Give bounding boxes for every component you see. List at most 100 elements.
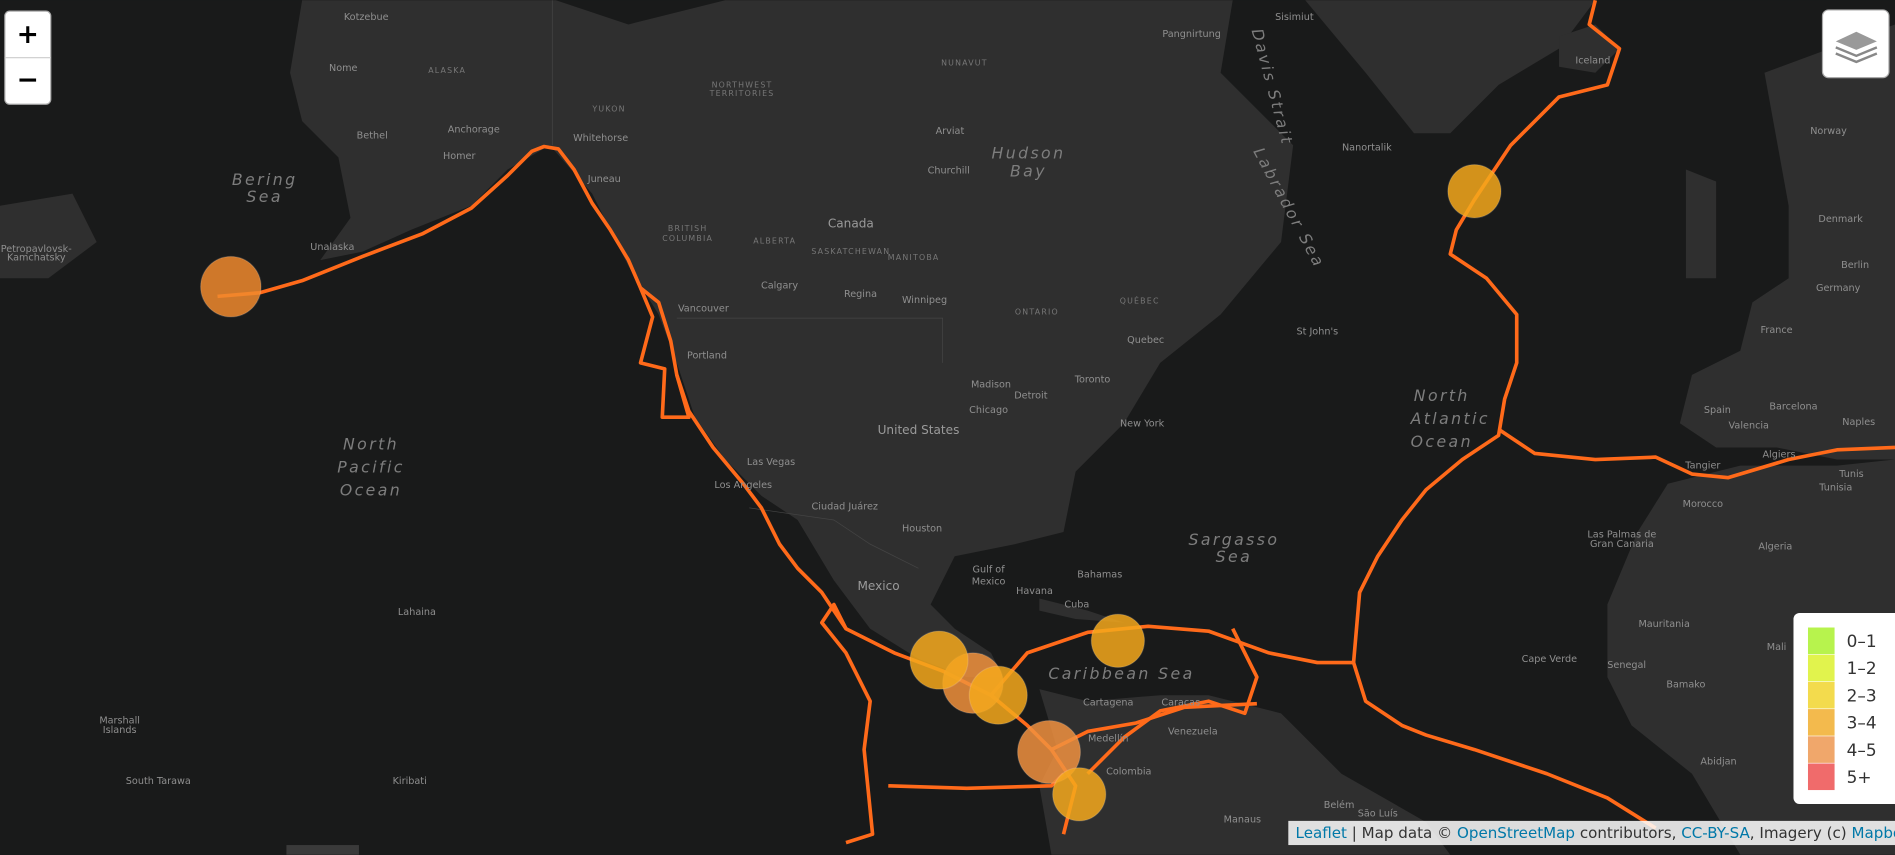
map-label: Sea [246, 187, 283, 206]
plate-boundary [1086, 627, 1259, 776]
map-label: NUNAVUT [941, 59, 988, 68]
map-label: Cape Verde [1522, 654, 1578, 665]
map-label: Caribbean Sea [1048, 664, 1194, 683]
zoom-out[interactable]: − [17, 65, 39, 96]
map-label: Sargasso [1188, 530, 1279, 549]
map-label: São Luís [1358, 808, 1398, 820]
attribution-link[interactable]: CC-BY-SA [1681, 823, 1750, 841]
map-label: ALBERTA [753, 236, 796, 245]
map-label: Toronto [1074, 375, 1111, 386]
map-label: United States [878, 423, 960, 437]
map-label: New York [1120, 418, 1165, 429]
plate-boundary [638, 287, 691, 420]
map-label: Tunis [1838, 469, 1863, 480]
legend-swatch [1807, 736, 1835, 763]
map-label: Vancouver [678, 303, 729, 314]
earthquake[interactable] [1447, 164, 1502, 219]
map-label: Regina [844, 289, 877, 300]
map-label: Los Angeles [714, 480, 772, 491]
map-label: Valencia [1729, 421, 1770, 432]
map-label: Islands [103, 725, 137, 736]
attribution-box [1288, 820, 1895, 846]
map-label: Juneau [587, 174, 621, 185]
map-label: Pangnirtung [1162, 29, 1220, 40]
map-label: Mauritania [1638, 619, 1690, 630]
attribution-text: contributors, [1575, 823, 1681, 841]
map-label: Naples [1842, 417, 1875, 428]
map-label: South Tarawa [126, 776, 191, 787]
map-label: Colombia [1106, 766, 1151, 777]
map-label: Gran Canaria [1590, 539, 1654, 550]
legend-label: 0–1 [1847, 631, 1877, 651]
map-label: Caracas [1161, 697, 1200, 708]
map-label: Canada [828, 216, 874, 230]
map-label: Barcelona [1769, 401, 1817, 412]
map-label: Spain [1704, 405, 1731, 416]
map-label: Havana [1016, 586, 1053, 597]
map-label: Anchorage [448, 125, 500, 136]
map-label: Mexico [858, 579, 900, 593]
legend-swatch [1807, 709, 1835, 736]
layers-control[interactable] [1821, 9, 1890, 79]
map-label: MANITOBA [888, 253, 940, 262]
map-label: Norway [1810, 126, 1847, 137]
legend: 0–1 1–2 2–3 3–4 4–5 5+ [1793, 613, 1895, 804]
attribution-link[interactable]: Leaflet [1296, 823, 1347, 841]
map-label: France [1761, 325, 1793, 336]
map-label: St John's [1296, 326, 1338, 337]
earthquake[interactable] [200, 255, 262, 318]
attribution-text: | Map data © [1347, 823, 1457, 841]
map-label: Whitehorse [573, 133, 628, 144]
earthquakes [200, 164, 1502, 822]
legend-swatch [1807, 681, 1835, 709]
legend-swatch [1807, 654, 1835, 682]
map-label: Belém [1324, 799, 1355, 811]
map-label: Cartagena [1083, 697, 1134, 708]
map-label: Atlantic [1410, 409, 1490, 428]
legend-label: 3–4 [1847, 713, 1877, 733]
legend-label: 4–5 [1847, 740, 1877, 760]
map-label: Kamchatsky [7, 253, 66, 264]
zoom-control: + − [4, 10, 52, 105]
zoom-in[interactable]: + [17, 19, 39, 50]
map-label: Tunisia [1818, 482, 1852, 493]
plate-boundary [1497, 427, 1895, 480]
legend-swatch [1807, 763, 1835, 791]
earthquake[interactable] [1016, 719, 1082, 785]
earthquake[interactable] [968, 665, 1028, 725]
layers-icon [1835, 31, 1877, 50]
legend-label: 2–3 [1847, 685, 1877, 705]
map-label: BRITISH [668, 224, 708, 233]
map-label: SASKATCHEWAN [811, 247, 890, 256]
earthquake[interactable] [909, 630, 969, 690]
map-label: Ocean [340, 480, 402, 499]
map-label: Bay [1010, 161, 1047, 180]
attribution-link[interactable]: OpenStreetMap [1457, 823, 1575, 841]
map-label: Las Vegas [747, 457, 795, 468]
map-label: Madison [971, 380, 1011, 391]
map-label: Tangier [1684, 461, 1720, 472]
map-label: Petropavlovsk- [1, 244, 73, 255]
map-label: Churchill [928, 166, 970, 177]
map-label: Arviat [936, 126, 965, 137]
map-label: Portland [687, 351, 727, 362]
map-labels: BeringSeaNorthPacificOceanHudsonBayCanad… [1, 12, 1875, 825]
map-label: QUÉBEC [1120, 295, 1160, 306]
map-label: North [1414, 386, 1470, 405]
legend-swatch [1807, 627, 1835, 655]
map-label: Calgary [761, 280, 798, 291]
earthquake[interactable] [1090, 613, 1146, 669]
map-label: Mexico [972, 577, 1006, 588]
attribution-link[interactable]: Mapbox [1851, 823, 1895, 841]
map-label: Homer [443, 151, 476, 162]
scrollbar [286, 845, 359, 855]
map-label: Detroit [1014, 390, 1048, 401]
map-label: Houston [902, 523, 942, 534]
map-label: Ocean [1411, 432, 1473, 451]
map-label: Germany [1816, 283, 1861, 294]
legend-label: 5+ [1847, 767, 1872, 787]
map-label: Kotzebue [344, 12, 389, 23]
map-label: Venezuela [1168, 726, 1218, 737]
earthquake[interactable] [1052, 767, 1107, 822]
map-label: Cuba [1064, 600, 1089, 611]
